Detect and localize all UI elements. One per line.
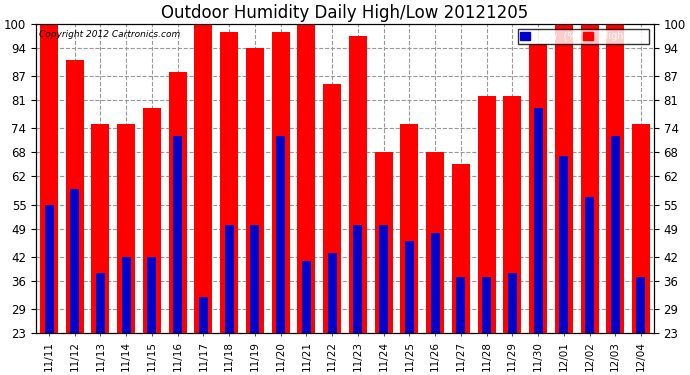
Bar: [477, 96, 495, 375]
Bar: [632, 124, 650, 375]
Bar: [302, 261, 311, 375]
Bar: [148, 257, 157, 375]
Bar: [323, 84, 341, 375]
Bar: [375, 152, 393, 375]
Bar: [607, 24, 624, 375]
Bar: [533, 108, 542, 375]
Bar: [405, 241, 414, 375]
Bar: [168, 72, 187, 375]
Bar: [121, 257, 130, 375]
Bar: [426, 152, 444, 375]
Bar: [272, 32, 290, 375]
Legend: Low  (%), High  (%): Low (%), High (%): [518, 28, 649, 44]
Bar: [220, 32, 238, 375]
Bar: [92, 124, 110, 375]
Bar: [580, 24, 598, 375]
Bar: [225, 225, 234, 375]
Bar: [353, 225, 362, 375]
Bar: [585, 196, 594, 375]
Bar: [482, 277, 491, 375]
Bar: [96, 273, 105, 375]
Bar: [349, 36, 367, 375]
Bar: [66, 60, 83, 375]
Bar: [611, 136, 620, 375]
Bar: [400, 124, 418, 375]
Bar: [40, 24, 58, 375]
Bar: [529, 44, 547, 375]
Bar: [431, 233, 440, 375]
Bar: [143, 108, 161, 375]
Bar: [195, 24, 213, 375]
Bar: [173, 136, 182, 375]
Bar: [199, 297, 208, 375]
Bar: [276, 136, 285, 375]
Bar: [508, 273, 517, 375]
Bar: [456, 277, 465, 375]
Bar: [379, 225, 388, 375]
Bar: [250, 225, 259, 375]
Text: Copyright 2012 Cartronics.com: Copyright 2012 Cartronics.com: [39, 30, 181, 39]
Bar: [555, 24, 573, 375]
Bar: [117, 124, 135, 375]
Bar: [70, 189, 79, 375]
Title: Outdoor Humidity Daily High/Low 20121205: Outdoor Humidity Daily High/Low 20121205: [161, 4, 529, 22]
Bar: [503, 96, 522, 375]
Bar: [452, 164, 470, 375]
Bar: [636, 277, 646, 375]
Bar: [44, 205, 54, 375]
Bar: [246, 48, 264, 375]
Bar: [328, 253, 337, 375]
Bar: [297, 24, 315, 375]
Bar: [560, 156, 569, 375]
